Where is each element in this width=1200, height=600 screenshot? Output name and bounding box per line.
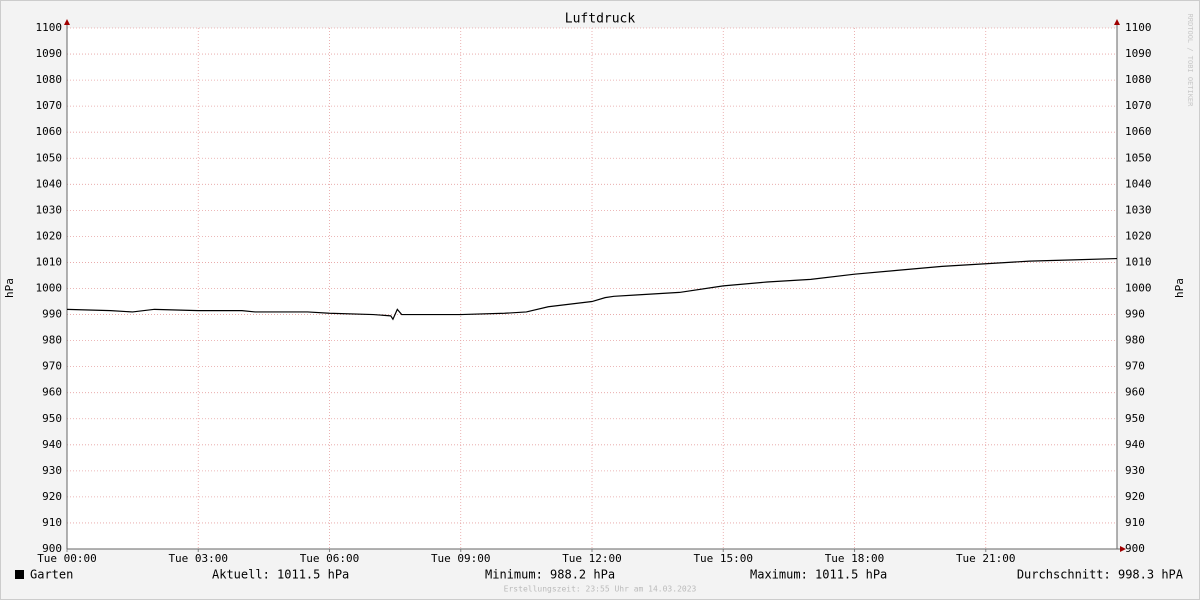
y-tick-label: 950 [42,412,62,425]
y2-tick-label: 1040 [1125,177,1152,190]
y-tick-label: 930 [42,464,62,477]
y2-tick-label: 960 [1125,386,1145,399]
y2-tick-label: 990 [1125,308,1145,321]
x-tick-label: Tue 00:00 [37,552,97,565]
y2-tick-label: 1020 [1125,229,1152,242]
legend-entry: Garten [30,568,73,582]
x-tick-label: Tue 18:00 [825,552,885,565]
y-tick-label: 980 [42,334,62,347]
x-tick-label: Tue 12:00 [562,552,622,565]
y-tick-label: 970 [42,360,62,373]
watermark: RRDTOOL / TOBI OETIKER [1186,14,1194,108]
data-line [66,257,1118,321]
y-tick-label: 1060 [36,125,63,138]
footer: Erstellungszeit: 23:55 Uhr am 14.03.2023 [504,585,697,594]
y-tick-label: 1040 [36,177,63,190]
x-tick-label: Tue 09:00 [431,552,491,565]
x-tick-label: Tue 03:00 [168,552,228,565]
stat-current: Aktuell: 1011.5 hPa [212,568,349,582]
arrow [1120,546,1126,552]
y-axis-label: hPa [3,278,16,298]
stat-min: Minimum: 988.2 hPa [485,568,615,582]
arrow [1114,19,1120,25]
stat-max: Maximum: 1011.5 hPa [750,568,887,582]
y2-tick-label: 900 [1125,542,1145,555]
y-tick-label: 1010 [36,255,63,268]
y-tick-label: 920 [42,490,62,503]
y-tick-label: 1020 [36,229,63,242]
y2-tick-label: 1060 [1125,125,1152,138]
y2-tick-label: 1100 [1125,21,1152,34]
stat-avg: Durchschnitt: 998.3 hPA [1017,568,1184,582]
legend-swatch [15,570,24,579]
x-tick-label: Tue 06:00 [300,552,360,565]
y2-tick-label: 1010 [1125,255,1152,268]
y-tick-label: 910 [42,516,62,529]
y-tick-label: 1050 [36,151,63,164]
y2-tick-label: 1050 [1125,151,1152,164]
y2-tick-label: 1090 [1125,47,1152,60]
y-tick-label: 1080 [36,73,63,86]
y2-tick-label: 910 [1125,516,1145,529]
y2-tick-label: 1000 [1125,282,1152,295]
y-tick-label: 960 [42,386,62,399]
y2-tick-label: 950 [1125,412,1145,425]
y2-tick-label: 1080 [1125,73,1152,86]
y2-tick-label: 940 [1125,438,1145,451]
y-tick-label: 900 [42,542,62,555]
arrow [64,19,70,25]
y2-tick-label: 980 [1125,334,1145,347]
y2-tick-label: 930 [1125,464,1145,477]
y-tick-label: 1070 [36,99,63,112]
y2-tick-label: 1030 [1125,203,1152,216]
chart-title: Luftdruck [565,12,636,27]
y2-axis-label: hPa [1173,278,1186,298]
y-tick-label: 990 [42,308,62,321]
x-tick-label: Tue 21:00 [956,552,1016,565]
y2-tick-label: 920 [1125,490,1145,503]
y2-tick-label: 1070 [1125,99,1152,112]
y-tick-label: 1000 [36,282,63,295]
y-tick-label: 1100 [36,21,63,34]
y-tick-label: 1030 [36,203,63,216]
y-tick-label: 940 [42,438,62,451]
y-tick-label: 1090 [36,47,63,60]
y2-tick-label: 970 [1125,360,1145,373]
x-tick-label: Tue 15:00 [693,552,753,565]
